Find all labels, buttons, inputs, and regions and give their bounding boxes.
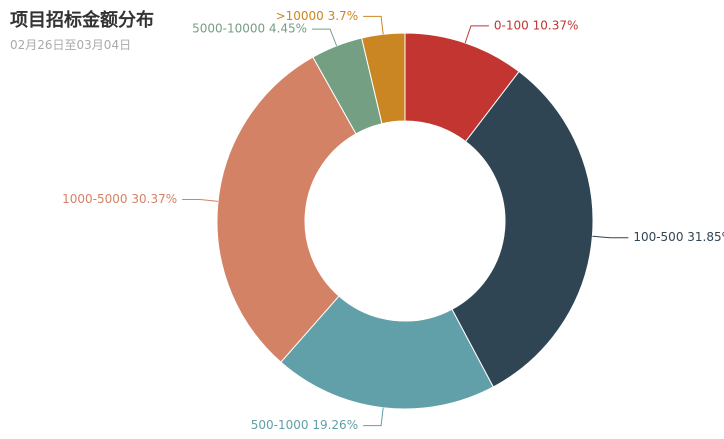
label-line-1	[464, 25, 489, 44]
slice-labels: 0-100 10.37% 100-500 31.85% 500-1000 19.26…	[62, 9, 724, 432]
slice-2[interactable]	[451, 70, 594, 388]
slice-label-1: 0-100 10.37%	[494, 18, 578, 32]
chart-subtitle: 02月26日至03月04日	[10, 38, 132, 52]
slice-label-4: 1000-5000 30.37%	[62, 192, 177, 206]
slice-3[interactable]	[280, 295, 494, 410]
slice-label-2: 100-500 31.85%	[633, 230, 724, 244]
slice-label-3: 500-1000 19.26%	[251, 418, 358, 432]
label-line-4	[182, 198, 219, 202]
slice-label-6: >10000 3.7%	[276, 9, 359, 23]
label-line-2	[592, 235, 629, 239]
slice-6[interactable]	[361, 32, 406, 125]
slices	[216, 32, 594, 410]
chart-header: 项目招标金额分布 02月26日至03月04日	[10, 8, 154, 54]
slice-label-5: 5000-10000 4.45%	[192, 22, 307, 36]
label-line-3	[363, 407, 384, 427]
chart-title: 项目招标金额分布	[10, 10, 154, 31]
label-line-6	[363, 15, 384, 35]
slice-4[interactable]	[216, 56, 357, 363]
label-line-5	[312, 28, 338, 47]
